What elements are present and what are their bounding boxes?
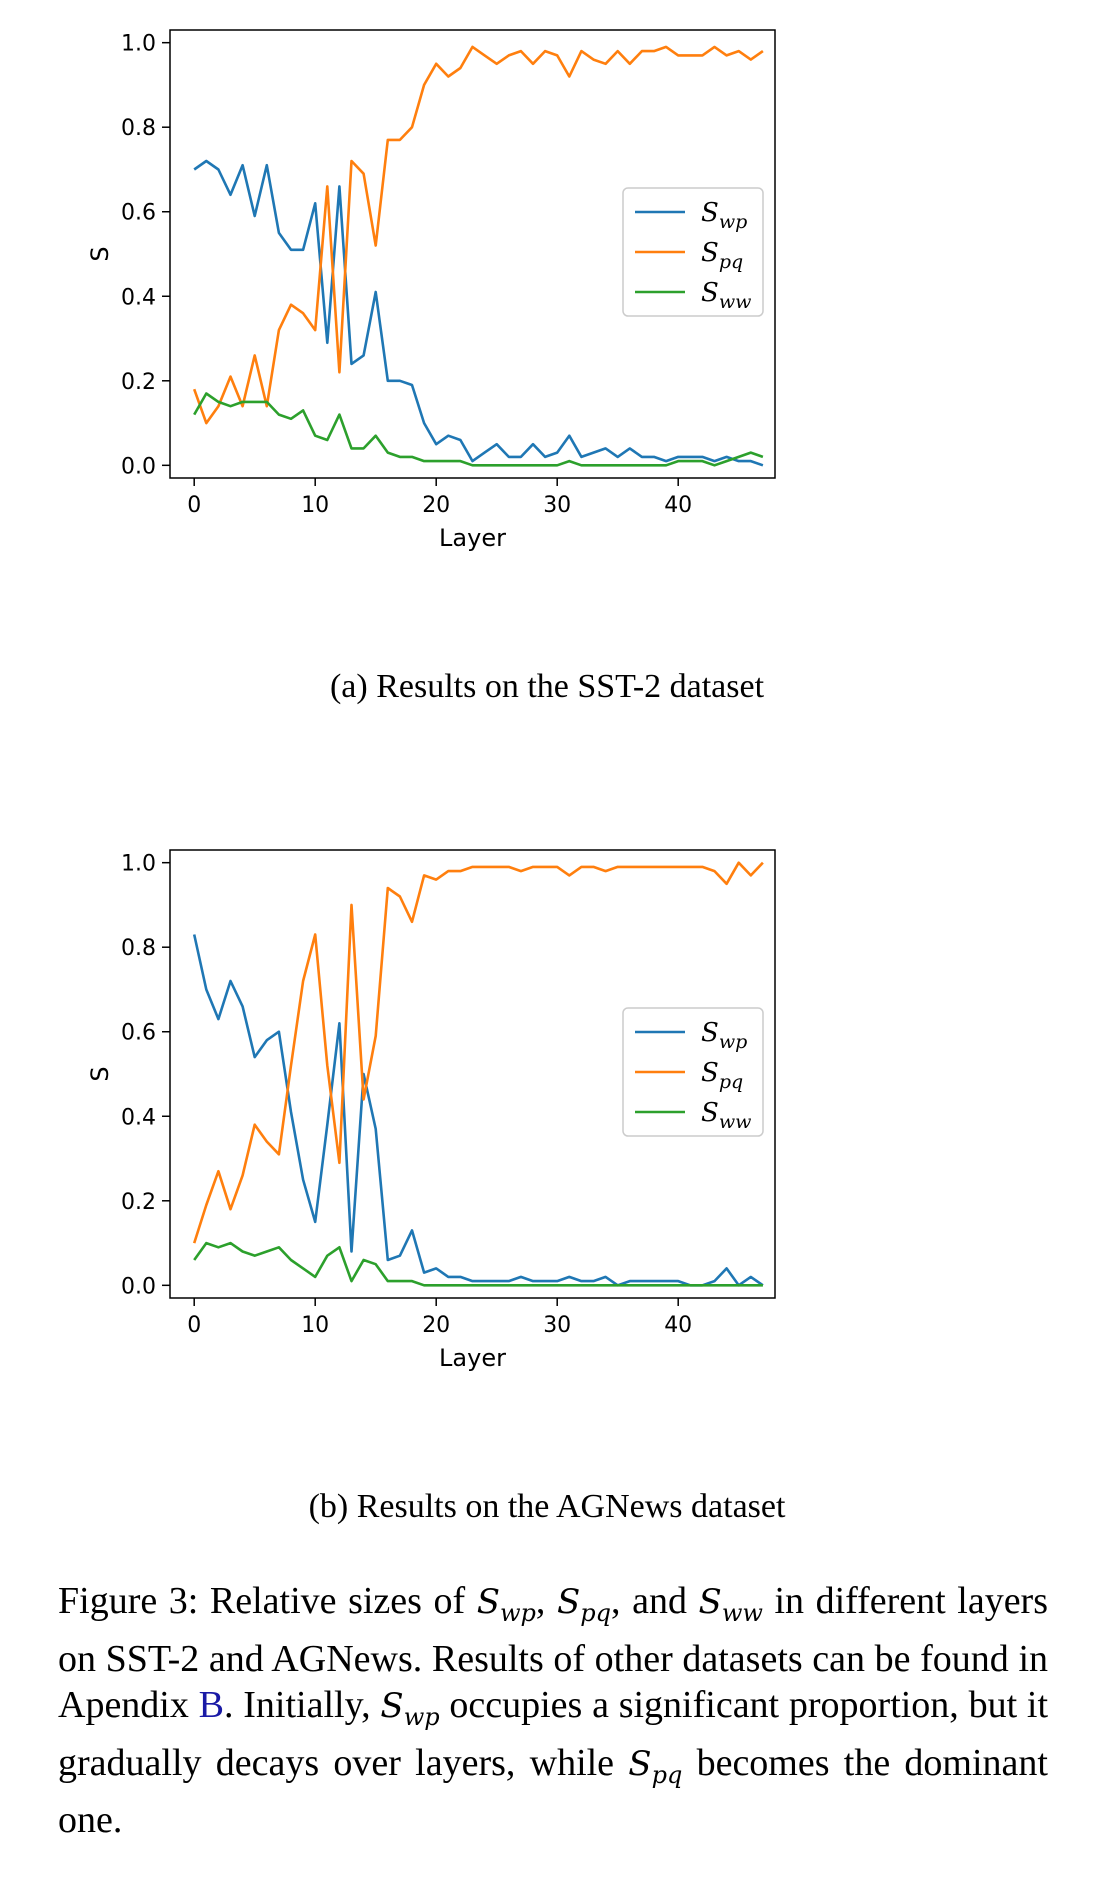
y-tick-label: 0.6 — [121, 1021, 156, 1046]
y-tick-label: 0.0 — [121, 1274, 156, 1299]
series-line-pq — [192, 861, 764, 1244]
caption-sep2: , and — [611, 1580, 699, 1622]
x-axis-label: Layer — [439, 524, 506, 552]
chart-agnews: 0 10 20 30 40 0.0 0.2 0.4 0.6 0.8 1.0 Layer S SwpSpqS… — [86, 849, 776, 1372]
y-axis-label: S — [86, 1066, 114, 1081]
series-line-ww — [193, 1241, 763, 1287]
series-line-wp — [193, 159, 764, 467]
y-tick-label: 1.0 — [121, 852, 156, 877]
y-tick-label: 0.0 — [121, 454, 156, 479]
x-tick-label: 30 — [543, 493, 571, 518]
y-tick-label: 0.6 — [121, 201, 156, 226]
caption-var-sww: Sww — [698, 1582, 763, 1627]
caption-intro: Figure 3: Relative sizes of — [58, 1580, 477, 1622]
x-tick-label: 40 — [664, 493, 692, 518]
series-line-wp — [192, 934, 764, 1287]
caption-var-spq-2: Spq — [628, 1743, 683, 1789]
caption-var-swp: Swp — [476, 1582, 536, 1627]
appendix-link[interactable]: B — [198, 1683, 224, 1726]
x-tick-label: 20 — [422, 1313, 450, 1338]
x-tick-label: 30 — [543, 1313, 571, 1338]
figure-caption: Figure 3: Relative sizes of Swp, Spq, an… — [58, 1578, 1048, 1843]
y-tick-label: 0.8 — [121, 116, 156, 141]
chart-sst2: 0 10 20 30 40 0.0 0.2 0.4 0.6 0.8 1.0 Layer S SwpSpqS… — [86, 29, 776, 552]
y-tick-label: 0.2 — [121, 1190, 156, 1215]
series-line-pq — [192, 45, 764, 425]
caption-var-swp-2: Swp — [380, 1685, 440, 1731]
x-tick-label: 20 — [422, 493, 450, 518]
y-tick-label: 0.4 — [121, 285, 156, 310]
plot-frame — [169, 849, 776, 1299]
subcaption-agnews: (b) Results on the AGNews dataset — [308, 1488, 786, 1525]
legend-box — [622, 1007, 764, 1137]
y-axis-label: S — [86, 246, 114, 261]
y-tick-label: 0.8 — [121, 936, 156, 961]
x-tick-label: 10 — [301, 493, 329, 518]
y-tick-label: 0.4 — [121, 1105, 156, 1130]
y-tick-label: 1.0 — [121, 32, 156, 57]
subcaption-sst2: (a) Results on the SST-2 dataset — [329, 668, 765, 705]
series-line-ww — [193, 392, 764, 467]
caption-end: becomes the dominant one. — [58, 1741, 1048, 1842]
x-tick-label: 0 — [187, 493, 201, 518]
caption-sep1: , — [535, 1580, 557, 1622]
x-tick-label: 10 — [301, 1313, 329, 1338]
y-tick-label: 0.2 — [121, 370, 156, 395]
x-tick-label: 0 — [187, 1313, 201, 1338]
caption-mid1: in different layers on SST-2 and AGNews.… — [58, 1580, 1048, 1726]
legend-box — [622, 187, 764, 317]
plot-frame — [169, 29, 776, 479]
caption-var-spq: Spq — [556, 1582, 612, 1627]
caption-mid2: . Initially, — [224, 1683, 381, 1726]
x-tick-label: 40 — [664, 1313, 692, 1338]
caption-mid3: occupies a significant proportion, but i… — [58, 1683, 1049, 1784]
x-axis-label: Layer — [439, 1344, 506, 1372]
